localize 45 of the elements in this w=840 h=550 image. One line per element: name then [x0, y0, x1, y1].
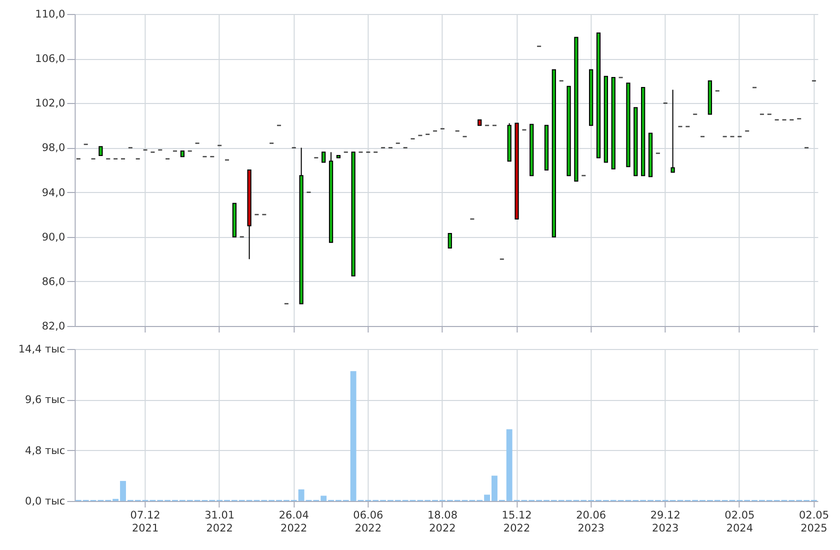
y-tick-label: 98,0	[42, 142, 66, 155]
candlestick	[596, 32, 601, 159]
y-tick-label: 0,0 тыс	[25, 496, 66, 508]
candlestick	[448, 233, 452, 249]
x-tick-label: 20.06 2023	[576, 510, 606, 535]
y-tick-label: 94,0	[42, 187, 66, 200]
candlestick	[566, 86, 571, 176]
candlestick	[708, 80, 712, 116]
candlestick	[626, 82, 630, 168]
y-tick-label: 110,0	[35, 8, 66, 21]
y-tick-label: 82,0	[42, 320, 66, 333]
candlestick	[98, 146, 103, 156]
candlestick	[574, 37, 578, 182]
x-tick-label: 15.12 2022	[502, 510, 532, 535]
x-tick-label: 07.12 2021	[130, 510, 160, 535]
y-tick-label: 86,0	[42, 276, 66, 288]
candlestick	[552, 70, 556, 238]
y-tick-label: 14,4 тыс	[18, 344, 66, 356]
candlestick	[611, 77, 616, 170]
x-tick-label: 18.08 2022	[427, 510, 458, 535]
candlestick	[351, 152, 356, 277]
y-tick-label: 106,0	[35, 53, 66, 66]
candlestick	[322, 152, 326, 164]
candlestick	[641, 87, 646, 176]
candlestick	[648, 133, 653, 178]
y-tick-label: 90,0	[42, 232, 66, 244]
candlestick	[478, 120, 482, 126]
y-tick-label: 4,8 тыс	[25, 445, 66, 458]
x-tick-label: 02.05 2024	[724, 510, 755, 535]
x-tick-label: 06.06 2022	[353, 510, 384, 535]
x-tick-label: 02.05 2025	[798, 510, 829, 535]
x-tick-label: 26.04 2022	[278, 510, 310, 535]
candlestick	[180, 150, 184, 158]
x-tick-label: 31.01 2022	[204, 510, 235, 535]
x-tick-label: 29.12 2023	[650, 510, 680, 535]
candlestick	[530, 124, 534, 176]
candlestick	[670, 90, 675, 174]
candlestick	[634, 107, 638, 176]
candlestick	[604, 76, 608, 164]
candlestick	[514, 123, 519, 220]
candlestick	[232, 203, 236, 238]
y-tick-label: 102,0	[35, 98, 66, 110]
y-tick-label: 9,6 тыс	[25, 394, 66, 407]
candlestick	[589, 70, 594, 126]
candlestick	[544, 125, 549, 171]
